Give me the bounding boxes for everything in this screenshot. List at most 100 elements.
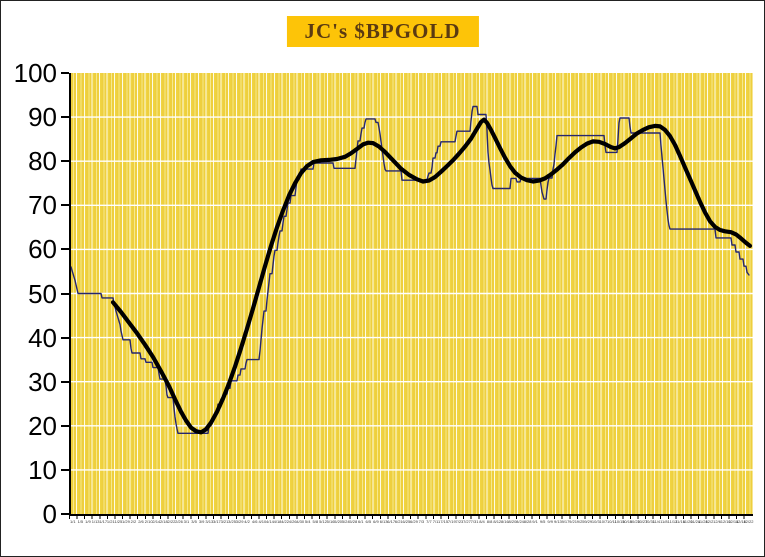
y-axis-tick: [61, 513, 69, 515]
x-axis-label: 6/25: [402, 519, 411, 524]
x-axis-label: 2/26: [175, 519, 183, 524]
x-axis-label: 11/16: [675, 519, 685, 524]
x-axis-label: 12/10: [720, 519, 731, 524]
y-axis-label: 60: [28, 234, 57, 265]
x-axis-label: 8/28: [523, 519, 532, 524]
bpgold-index-line: [71, 105, 750, 434]
x-axis-label: 3/21: [220, 519, 229, 524]
x-axis-label: 6/21: [394, 519, 403, 524]
x-axis-label: 3/17: [212, 519, 221, 524]
x-axis-label: 9/25: [576, 519, 585, 524]
x-axis-label: 7/23: [455, 519, 464, 524]
y-axis-tick: [61, 424, 69, 427]
x-axis-label: 1/9: [85, 519, 91, 524]
y-axis-tick: [61, 160, 69, 163]
y-axis-label: 50: [28, 278, 57, 309]
x-axis-label: 11/8: [660, 519, 668, 524]
x-axis-label: 4/18: [273, 519, 282, 524]
x-axis-label: 10/3: [591, 519, 600, 524]
x-axis-label: 9/21: [569, 519, 577, 524]
x-axis-label: 6/13: [379, 519, 388, 524]
y-axis-label: 30: [28, 366, 57, 397]
x-axis-label: 12/2: [705, 519, 714, 524]
x-axis-label: 1/1: [70, 519, 76, 524]
x-axis-label: 2/14: [152, 519, 161, 524]
x-axis-label: 6/17: [387, 519, 396, 524]
x-axis-label: 9/17: [561, 519, 570, 524]
x-axis-label: 12/14: [728, 519, 739, 524]
x-axis-tick-marks: [69, 516, 751, 519]
y-axis-tick: [61, 292, 69, 295]
x-axis-label: 10/19: [622, 519, 633, 524]
x-axis-label: 5/12: [319, 519, 327, 524]
x-axis-label: 8/12: [493, 519, 502, 524]
x-axis-label: 11/20: [682, 519, 693, 524]
x-axis-label: 8/24: [516, 519, 524, 524]
series-plot: [71, 105, 753, 471]
x-axis-label: 6/29: [410, 519, 418, 524]
x-axis-label: 3/9: [198, 519, 205, 524]
x-axis-label: 5/28: [349, 519, 358, 524]
x-axis-label: 9/1: [532, 519, 538, 524]
x-axis-label: 3/5: [191, 519, 197, 524]
x-axis-label: 9/5: [539, 519, 546, 524]
x-axis-label: 12/22: [743, 519, 754, 524]
y-axis-label: 80: [28, 146, 57, 177]
x-axis-label: 7/19: [447, 519, 456, 524]
x-axis-label: 10/27: [637, 519, 648, 524]
x-axis-label: 12/18: [735, 519, 746, 524]
x-axis-label: 7/11: [432, 519, 441, 524]
x-axis-label: 4/30: [296, 519, 305, 524]
x-axis-label: 2/6: [138, 519, 144, 524]
x-axis-label: 2/22: [167, 519, 176, 524]
x-axis-label: 8/20: [508, 519, 517, 524]
x-axis-label: 10/11: [607, 519, 617, 524]
x-axis-label: 10/7: [599, 519, 608, 524]
y-axis-label: 10: [28, 454, 57, 485]
x-axis-label: 8/8: [486, 519, 493, 524]
x-axis-label: 6/5: [365, 519, 372, 524]
y-axis-label: 90: [28, 102, 57, 133]
x-axis-label: 7/31: [470, 519, 479, 524]
x-axis-label: 4/26: [288, 519, 297, 524]
y-axis-tick: [61, 116, 69, 119]
x-axis-label: 5/24: [341, 519, 350, 524]
x-axis-label: 11/12: [667, 519, 678, 524]
x-axis-label: 10/15: [614, 519, 625, 524]
x-axis-label: 9/13: [554, 519, 562, 524]
y-axis-label: 20: [28, 410, 57, 441]
x-axis-label: 2/10: [144, 519, 153, 524]
x-axis-label: 11/24: [690, 519, 701, 524]
x-axis-label: 1/13: [91, 519, 100, 524]
x-axis-label: 4/6: [251, 519, 258, 524]
y-axis-tick: [61, 380, 69, 383]
x-axis-label: 5/16: [326, 519, 335, 524]
x-axis-label: 1/21: [106, 519, 115, 524]
x-axis-label: 6/1: [357, 519, 364, 524]
plot-area: [69, 73, 753, 516]
y-axis-label: 0: [42, 499, 57, 529]
x-axis-label: 2/2: [130, 519, 137, 524]
x-axis-label: 7/7: [426, 519, 432, 524]
x-axis-label: 3/13: [205, 519, 214, 524]
x-axis-label: 5/4: [304, 519, 311, 524]
y-axis-tick: [61, 72, 69, 74]
y-axis-tick: [61, 336, 69, 339]
moving-average-line: [110, 117, 753, 435]
y-axis-tick: [61, 248, 69, 251]
y-axis-tick: [61, 468, 69, 471]
x-axis-label: 1/25: [114, 519, 123, 524]
chart-title: JC's $BPGOLD: [286, 16, 479, 47]
y-axis-label: 70: [28, 190, 57, 221]
x-axis-label: 1/29: [122, 519, 130, 524]
x-axis-label: 7/3: [418, 519, 425, 524]
x-axis-label: 4/10: [258, 519, 267, 524]
x-axis-label: 7/15: [440, 519, 449, 524]
x-axis-label: 5/20: [334, 519, 343, 524]
x-axis-label: 3/25: [228, 519, 236, 524]
y-axis-tick: [61, 204, 69, 207]
x-axis: 1/1 1/5 1/9 1/13 1/17 1/21 1/25 1/29 2/2 2/6 2/10 2…: [69, 519, 754, 524]
x-axis-label: 3/29: [235, 519, 244, 524]
x-axis-label: 2/18: [159, 519, 168, 524]
